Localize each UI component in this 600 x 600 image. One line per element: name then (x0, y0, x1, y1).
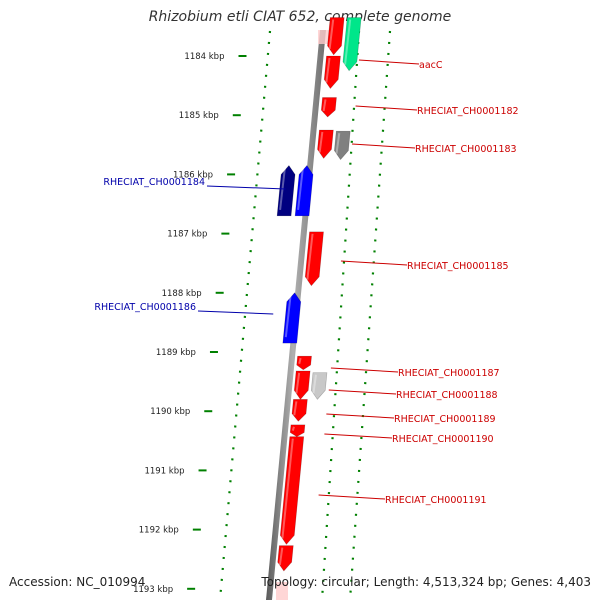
gene-highlight (293, 401, 298, 416)
gene-label: RHECIAT_CH0001184 (103, 177, 205, 188)
gene-label: RHECIAT_CH0001183 (415, 144, 517, 155)
gene-highlight (328, 19, 335, 49)
scale-tick-label: 1184 kbp (184, 52, 224, 62)
scale-tick-label: 1193 kbp (133, 585, 173, 595)
gene-label: RHECIAT_CH0001187 (398, 368, 500, 379)
scale-tick-label: 1189 kbp (156, 348, 196, 358)
gene-highlight (335, 133, 341, 154)
genome-summary-text: Topology: circular; Length: 4,513,324 bp… (261, 575, 591, 589)
gene-g-bottom (277, 545, 294, 572)
scale-tick-label: 1188 kbp (162, 289, 202, 299)
gene-label: RHECIAT_CH0001191 (385, 495, 487, 506)
label-leader (355, 105, 418, 111)
gene-g-aacC (323, 55, 341, 90)
gene-highlight (297, 167, 304, 210)
label-leader (358, 59, 420, 65)
gene-g-1191 (279, 436, 305, 545)
gene-highlight (344, 19, 352, 65)
gene-g-1183 (317, 129, 334, 159)
scale-tick-label: 1185 kbp (179, 111, 219, 121)
gene-highlight (278, 547, 284, 566)
map-title: Rhizobium etli CIAT 652, complete genome (148, 9, 452, 25)
gene-label: RHECIAT_CH0001189 (394, 414, 496, 425)
gene-g-1187 (296, 355, 312, 371)
label-leader (340, 260, 408, 266)
gene-label: RHECIAT_CH0001190 (392, 434, 494, 445)
gene-label: RHECIAT_CH0001185 (407, 261, 509, 272)
gene-g-1189 (291, 399, 308, 422)
label-leader (351, 143, 416, 149)
accession-text: Accession: NC_010994 (9, 575, 146, 589)
label-leader (324, 433, 393, 439)
gene-g-1184-dark (276, 165, 296, 217)
label-leader (328, 389, 397, 395)
track-reverse-outer (218, 30, 272, 600)
gene-highlight (306, 233, 314, 280)
gene-g-1182 (320, 97, 337, 118)
label-leader (206, 185, 286, 190)
backbone-bottom-cap (276, 582, 288, 600)
gene-highlight (322, 99, 327, 112)
gene-highlight (312, 374, 317, 394)
scale-tick-label: 1192 kbp (139, 526, 179, 536)
backbone-top-cap (318, 30, 330, 44)
gene-g-1185 (304, 231, 324, 287)
gene-g-top-left (327, 17, 345, 56)
gene-g-1188-grey (310, 372, 328, 400)
scale-tick-label: 1190 kbp (150, 407, 190, 417)
gene-g-aacC-partner (342, 17, 362, 72)
gene-highlight (318, 131, 324, 153)
gene-g-1188 (293, 370, 311, 400)
gene-highlight (281, 438, 294, 539)
gene-highlight (291, 426, 295, 431)
gene-g-1183-grey (334, 130, 351, 161)
gene-highlight (295, 372, 301, 394)
gene-highlight (284, 294, 292, 338)
gene-label: RHECIAT_CH0001182 (417, 106, 519, 117)
gene-highlight (298, 357, 302, 364)
scale-tick-label: 1191 kbp (144, 466, 184, 476)
scale-tick-label: 1186 kbp (173, 170, 213, 180)
scale-tick-label: 1187 kbp (167, 230, 207, 240)
gene-label: RHECIAT_CH0001186 (94, 302, 196, 313)
track-forward-outer (348, 30, 392, 600)
label-leader (197, 310, 274, 315)
gene-g-1190 (289, 424, 306, 438)
gene-label: RHECIAT_CH0001188 (396, 390, 498, 401)
gene-label: aacC (419, 60, 443, 71)
label-leader (326, 413, 395, 419)
gene-highlight (325, 57, 331, 83)
label-leader (330, 367, 399, 373)
label-leader (318, 494, 386, 500)
gene-g-1186 (282, 292, 302, 344)
gene-g-1184 (294, 165, 314, 217)
